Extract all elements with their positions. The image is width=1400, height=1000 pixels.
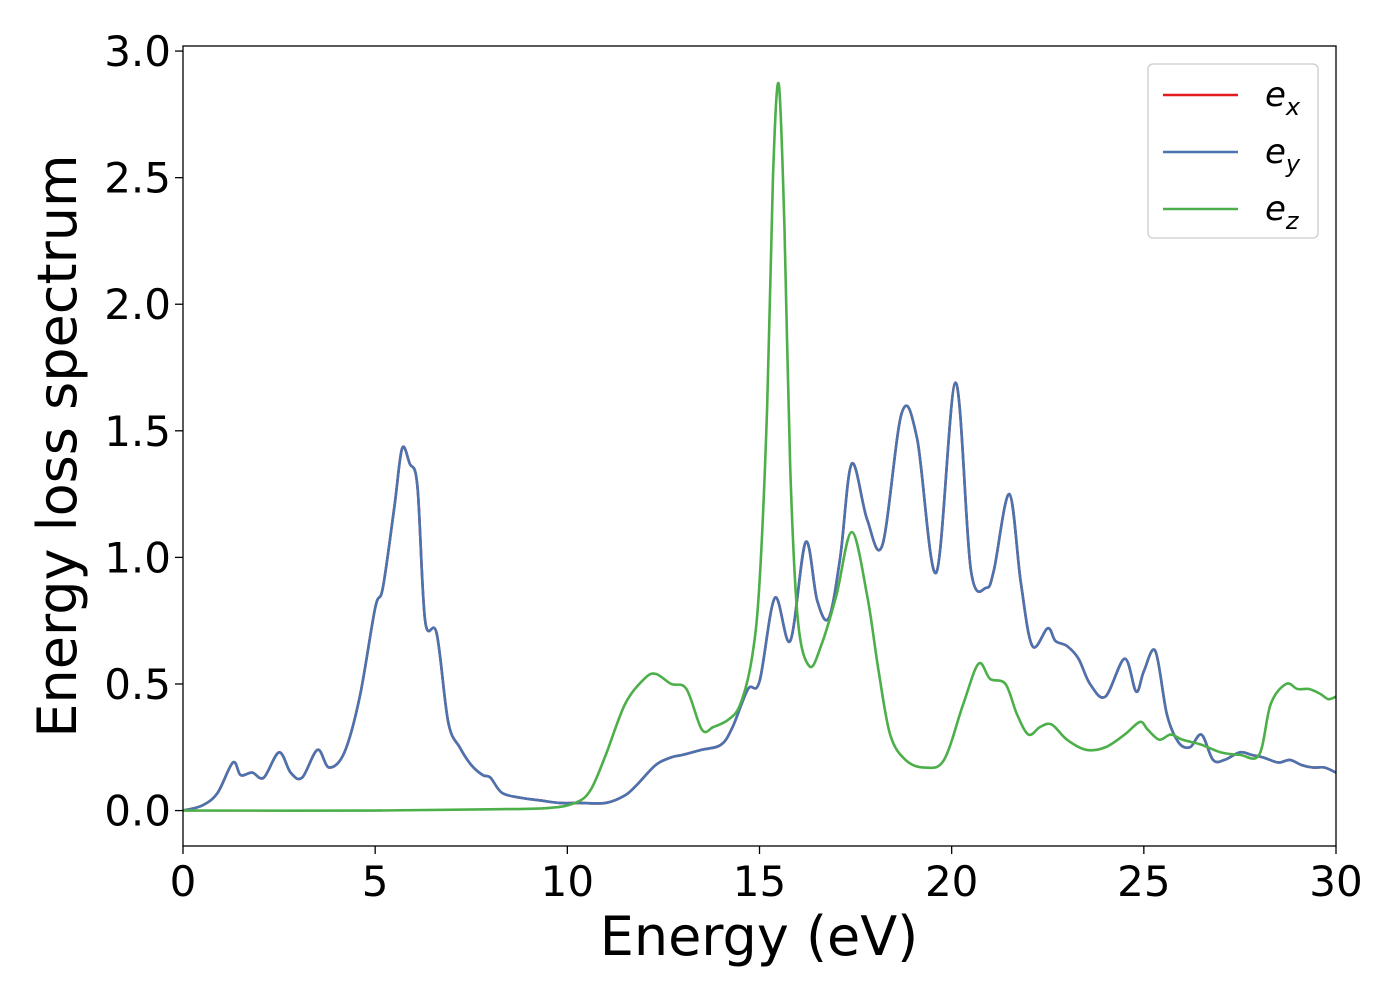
- y-axis-label: Energy loss spectrum: [26, 154, 89, 737]
- y-tick-label: 1.0: [104, 533, 171, 582]
- y-tick-label: 0.5: [104, 660, 171, 709]
- x-tick-label: 15: [733, 857, 786, 906]
- legend-label-y: ey: [1265, 132, 1301, 178]
- plot-background: [183, 46, 1336, 846]
- series-line-z: [183, 81, 1336, 812]
- x-axis-label: Energy (eV): [600, 905, 919, 968]
- series-layer: [183, 81, 1336, 812]
- y-tick-label: 3.0: [104, 27, 171, 76]
- y-axis-ticks: 0.0 0.5 1.0 1.5 2.0 2.5 3.0: [104, 27, 183, 836]
- x-tick-label: 20: [925, 857, 978, 906]
- legend-label-z: ez: [1265, 189, 1300, 235]
- x-tick-label: 5: [362, 857, 389, 906]
- x-tick-label: 10: [541, 857, 594, 906]
- legend-label-x: ex: [1265, 75, 1301, 121]
- legend: ex ey ez: [1147, 63, 1319, 239]
- plot-area: [183, 46, 1336, 846]
- y-tick-label: 1.5: [104, 407, 171, 456]
- x-tick-label: 25: [1117, 857, 1170, 906]
- x-tick-label: 30: [1309, 857, 1362, 906]
- x-tick-label: 0: [170, 857, 197, 906]
- y-tick-label: 0.0: [104, 787, 171, 836]
- series-line-y: [183, 381, 1336, 812]
- y-tick-label: 2.0: [104, 280, 171, 329]
- y-tick-label: 2.5: [104, 154, 171, 203]
- x-axis-ticks: 0 5 10 15 20 25 30: [170, 846, 1363, 906]
